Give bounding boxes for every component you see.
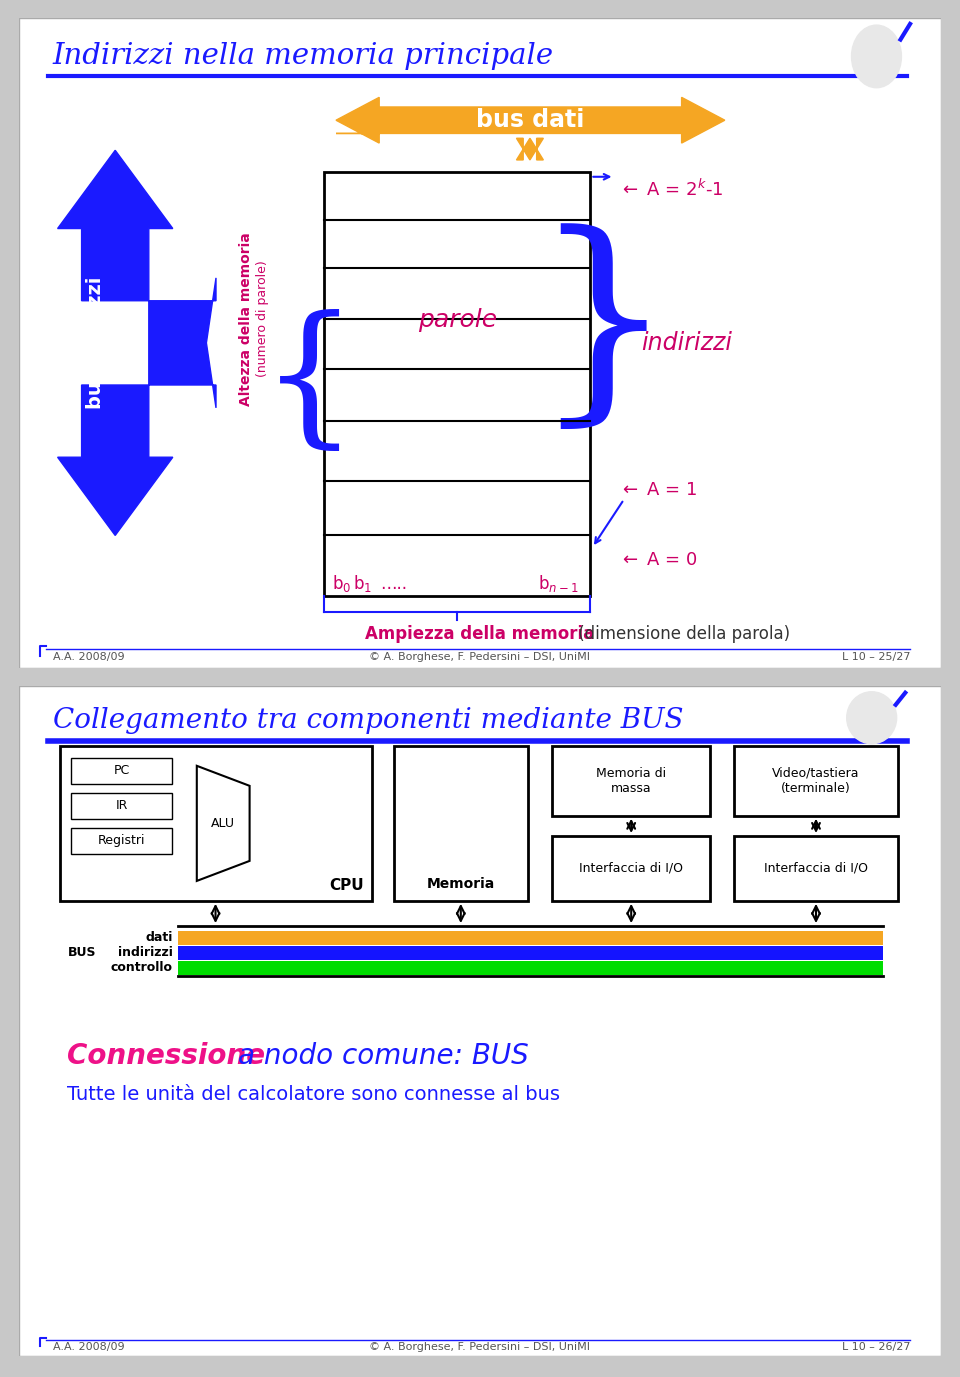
- Text: (dimensione della parola): (dimensione della parola): [573, 625, 790, 643]
- Text: b$_1$: b$_1$: [353, 573, 372, 593]
- Text: …..: …..: [380, 574, 407, 592]
- Bar: [552, 746, 710, 815]
- Text: $\leftarrow$ A = 0: $\leftarrow$ A = 0: [619, 551, 698, 569]
- Text: PC: PC: [113, 764, 130, 778]
- Text: }: }: [532, 223, 674, 439]
- Text: $\leftarrow$ A = 1: $\leftarrow$ A = 1: [619, 481, 698, 498]
- Polygon shape: [516, 138, 543, 160]
- Text: indirizzi: indirizzi: [641, 330, 732, 355]
- Text: bus dati: bus dati: [476, 109, 584, 132]
- Text: bus indirizzi: bus indirizzi: [86, 277, 106, 409]
- Text: Interfaccia di I/O: Interfaccia di I/O: [764, 862, 868, 874]
- Text: Indirizzi nella memoria principale: Indirizzi nella memoria principale: [53, 43, 554, 70]
- Bar: [324, 172, 590, 596]
- Text: © A. Borghese, F. Pedersini – DSI, UniMI: © A. Borghese, F. Pedersini – DSI, UniMI: [370, 1343, 590, 1352]
- Text: Tutte le unità del calcolatore sono connesse al bus: Tutte le unità del calcolatore sono conn…: [67, 1085, 561, 1103]
- Text: Connessione: Connessione: [67, 1042, 275, 1070]
- Bar: [394, 746, 528, 901]
- Text: indirizzi: indirizzi: [118, 946, 173, 960]
- Text: Registri: Registri: [98, 834, 145, 847]
- Text: a nodo comune: BUS: a nodo comune: BUS: [238, 1042, 529, 1070]
- Bar: [178, 961, 883, 975]
- Text: Collegamento tra componenti mediante BUS: Collegamento tra componenti mediante BUS: [53, 708, 684, 734]
- Text: {: {: [260, 310, 358, 459]
- Bar: [71, 757, 172, 784]
- Text: L 10 – 25/27: L 10 – 25/27: [842, 653, 910, 662]
- Bar: [734, 746, 898, 815]
- Bar: [71, 793, 172, 819]
- Circle shape: [847, 691, 897, 744]
- Polygon shape: [336, 98, 725, 143]
- Text: © A. Borghese, F. Pedersini – DSI, UniMI: © A. Borghese, F. Pedersini – DSI, UniMI: [370, 653, 590, 662]
- Bar: [734, 836, 898, 901]
- Text: Ampiezza della memoria: Ampiezza della memoria: [365, 625, 594, 643]
- Text: Interfaccia di I/O: Interfaccia di I/O: [579, 862, 684, 874]
- Text: b$_0$: b$_0$: [332, 573, 351, 593]
- Text: (numero di parole): (numero di parole): [255, 260, 269, 377]
- Text: IR: IR: [115, 800, 128, 812]
- Text: Altezza della memoria: Altezza della memoria: [239, 231, 252, 406]
- Text: $\leftarrow$ A = 2$^k$-1: $\leftarrow$ A = 2$^k$-1: [619, 178, 724, 200]
- Text: controllo: controllo: [110, 961, 173, 975]
- Bar: [552, 836, 710, 901]
- Bar: [60, 746, 372, 901]
- Bar: [178, 931, 883, 945]
- Bar: [71, 828, 172, 854]
- Text: dati: dati: [145, 931, 173, 945]
- Text: Memoria di
massa: Memoria di massa: [596, 767, 666, 795]
- Polygon shape: [197, 766, 250, 881]
- Polygon shape: [58, 150, 216, 536]
- Text: parole: parole: [418, 308, 497, 332]
- Text: A.A. 2008/09: A.A. 2008/09: [53, 1343, 125, 1352]
- Text: b$_{n-1}$: b$_{n-1}$: [539, 573, 579, 593]
- Text: BUS: BUS: [67, 946, 96, 960]
- Text: L 10 – 26/27: L 10 – 26/27: [842, 1343, 910, 1352]
- Circle shape: [852, 25, 901, 88]
- Text: Memoria: Memoria: [426, 877, 495, 891]
- Text: CPU: CPU: [329, 879, 364, 892]
- Text: A.A. 2008/09: A.A. 2008/09: [53, 653, 125, 662]
- Bar: [178, 946, 883, 960]
- Text: ALU: ALU: [210, 817, 234, 830]
- Text: Video/tastiera
(terminale): Video/tastiera (terminale): [772, 767, 860, 795]
